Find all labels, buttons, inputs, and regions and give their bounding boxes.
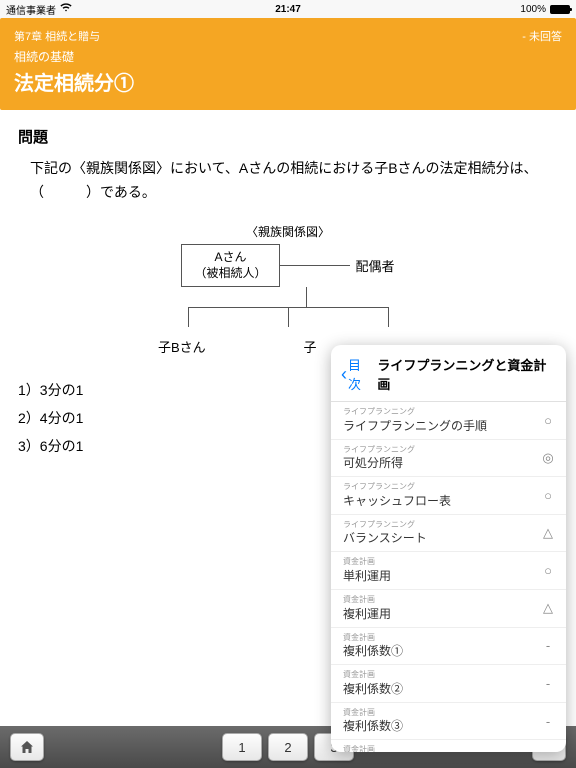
page-1-button[interactable]: 1 — [222, 733, 262, 761]
toc-list[interactable]: ライフプランニングライフプランニングの手順○ライフプランニング可処分所得◎ライフ… — [331, 402, 566, 752]
question-header: 第7章 相続と贈与 - 未回答 相続の基礎 法定相続分① — [0, 18, 576, 110]
person-name: Aさん — [194, 249, 266, 266]
toc-popover: ‹ 目次 ライフプランニングと資金計画 ライフプランニングライフプランニングの手… — [331, 345, 566, 752]
toc-item-category: 資金計画 — [343, 745, 540, 752]
toc-item-category: 資金計画 — [343, 633, 540, 643]
question-label: 問題 — [18, 126, 558, 147]
toc-item-name: 複利係数② — [343, 680, 540, 697]
question-text: 下記の〈親族関係図〉において、Aさんの相続における子Bさんの法定相続分は、（ ）… — [30, 157, 558, 205]
toc-item-name: ライフプランニングの手順 — [343, 417, 540, 434]
spouse-label: 配偶者 — [356, 256, 395, 275]
toc-item-category: 資金計画 — [343, 708, 540, 718]
toc-item-category: ライフプランニング — [343, 520, 540, 530]
toc-item-category: 資金計画 — [343, 670, 540, 680]
status-right: 100% — [520, 4, 570, 15]
toc-item-status: △ — [540, 600, 556, 616]
toc-item[interactable]: ライフプランニングライフプランニングの手順○ — [331, 402, 566, 440]
status-bar: 通信事業者 21:47 100% — [0, 0, 576, 18]
battery-icon — [550, 5, 570, 14]
toc-item[interactable]: ライフプランニングキャッシュフロー表○ — [331, 477, 566, 515]
toc-item-name: 複利係数③ — [343, 717, 540, 734]
diagram-connectors — [128, 287, 448, 337]
back-button[interactable]: ‹ 目次 — [341, 355, 373, 393]
status-time: 21:47 — [275, 4, 301, 15]
toc-item-name: 可処分所得 — [343, 454, 540, 471]
page-2-button[interactable]: 2 — [268, 733, 308, 761]
toc-item-status: △ — [540, 525, 556, 541]
diagram-title: 〈親族関係図〉 — [128, 223, 448, 240]
person-sub: （被相続人） — [194, 265, 266, 282]
wifi-icon — [60, 3, 72, 15]
header-subtitle: 相続の基礎 — [14, 48, 562, 65]
home-icon — [20, 740, 34, 754]
toc-item[interactable]: ライフプランニングバランスシート△ — [331, 515, 566, 553]
toc-item-name: キャッシュフロー表 — [343, 492, 540, 509]
person-box: Aさん （被相続人） — [181, 244, 279, 288]
toc-item[interactable]: 資金計画複利運用△ — [331, 590, 566, 628]
toc-item-name: バランスシート — [343, 529, 540, 546]
toc-item-name: 複利運用 — [343, 605, 540, 622]
toc-item-status: ◎ — [540, 450, 556, 466]
status-left: 通信事業者 — [6, 2, 72, 17]
popover-header: ‹ 目次 ライフプランニングと資金計画 — [331, 345, 566, 402]
vline-main — [306, 287, 307, 307]
vline-c3 — [388, 307, 389, 327]
toc-item-category: ライフプランニング — [343, 482, 540, 492]
toc-item[interactable]: 資金計画複利係数③- — [331, 703, 566, 741]
toc-item[interactable]: 資金計画複利係数④- — [331, 740, 566, 752]
battery-label: 100% — [520, 4, 546, 15]
toc-item[interactable]: 資金計画複利係数②- — [331, 665, 566, 703]
chevron-left-icon: ‹ — [341, 364, 347, 385]
toc-item-category: ライフプランニング — [343, 407, 540, 417]
header-title: 法定相続分① — [14, 67, 562, 96]
popover-title: ライフプランニングと資金計画 — [377, 355, 556, 393]
child-b-label: 子Bさん — [158, 337, 206, 356]
toc-item-status: ○ — [540, 413, 556, 428]
toc-item-category: 資金計画 — [343, 595, 540, 605]
toc-item-name: 単利運用 — [343, 567, 540, 584]
family-diagram: 〈親族関係図〉 Aさん （被相続人） 配偶者 子Bさん 子 — [128, 223, 448, 357]
toc-item-status: - — [540, 751, 556, 752]
marriage-line — [280, 265, 350, 266]
toc-item-status: ○ — [540, 563, 556, 578]
vline-c1 — [188, 307, 189, 327]
toc-item[interactable]: 資金計画複利係数①- — [331, 628, 566, 666]
toc-item-name: 複利係数① — [343, 642, 540, 659]
toc-item-category: ライフプランニング — [343, 445, 540, 455]
toc-item-category: 資金計画 — [343, 557, 540, 567]
toc-item-status: - — [540, 676, 556, 691]
toc-item-status: ○ — [540, 488, 556, 503]
toc-item-status: - — [540, 714, 556, 729]
toc-item[interactable]: 資金計画単利運用○ — [331, 552, 566, 590]
toc-item[interactable]: ライフプランニング可処分所得◎ — [331, 440, 566, 478]
toc-item-status: - — [540, 638, 556, 653]
answer-status: - 未回答 — [522, 28, 562, 44]
vline-c2 — [288, 307, 289, 327]
home-button[interactable] — [10, 733, 44, 761]
child-2-label: 子 — [304, 337, 317, 356]
chapter-label: 第7章 相続と贈与 — [14, 28, 100, 44]
carrier-label: 通信事業者 — [6, 2, 56, 17]
back-label: 目次 — [348, 355, 373, 393]
